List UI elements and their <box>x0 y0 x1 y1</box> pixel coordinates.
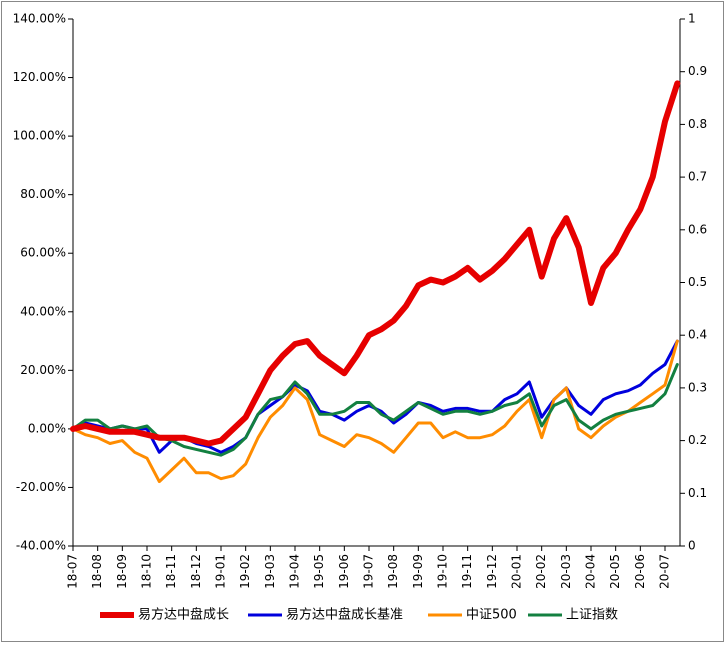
x-tick-label: 19-01 <box>214 554 228 589</box>
x-tick-label: 20-03 <box>559 554 573 589</box>
y2-tick-label: 0.8 <box>688 117 707 131</box>
y-tick-label: -20.00% <box>16 480 66 494</box>
y2-tick-label: 0.1 <box>688 486 707 500</box>
y2-tick-label: 0 <box>688 539 696 553</box>
x-tick-label: 19-07 <box>362 554 376 589</box>
x-tick-label: 20-06 <box>633 554 647 589</box>
y2-tick-label: 0.6 <box>688 222 707 236</box>
x-tick-label: 19-04 <box>288 554 302 589</box>
y2-tick-label: 0.5 <box>688 275 707 289</box>
x-tick-label: 19-09 <box>411 554 425 589</box>
series-line <box>71 363 679 457</box>
x-tick-label: 20-01 <box>510 554 524 589</box>
x-tick-label: 19-05 <box>312 554 326 589</box>
x-tick-label: 18-08 <box>90 554 104 589</box>
x-tick-label: 18-10 <box>140 554 154 589</box>
y-tick-label: 140.00% <box>13 12 66 26</box>
y-tick-label: 60.00% <box>20 246 66 260</box>
x-tick-label: 19-12 <box>485 554 499 589</box>
y2-tick-label: 0.9 <box>688 64 707 78</box>
x-tick-label: 19-06 <box>337 554 351 589</box>
series-line <box>71 339 679 484</box>
legend-label: 中证500 <box>466 608 517 623</box>
y2-tick-label: 0.4 <box>688 328 707 342</box>
y2-tick-label: 1 <box>688 12 696 26</box>
legend-label: 易方达中盘成长 <box>138 607 229 623</box>
x-tick-label: 18-07 <box>66 554 80 589</box>
y2-tick-label: 0.7 <box>688 170 707 184</box>
x-tick-label: 19-10 <box>436 554 450 589</box>
y2-tick-label: 0.2 <box>688 433 707 447</box>
legend-label: 易方达中盘成长基准 <box>286 607 403 623</box>
y-tick-label: 80.00% <box>20 187 66 201</box>
x-tick-label: 19-03 <box>263 554 277 589</box>
x-tick-label: 20-04 <box>584 554 598 589</box>
x-tick-label: 19-11 <box>460 554 474 589</box>
x-tick-label: 18-09 <box>115 554 129 589</box>
x-tick-label: 18-11 <box>164 554 178 589</box>
y-tick-label: -40.00% <box>16 539 66 553</box>
x-tick-label: 20-05 <box>608 554 622 589</box>
series-line <box>70 80 681 447</box>
y-tick-label: 0.00% <box>28 421 66 435</box>
y-tick-label: 120.00% <box>13 70 66 84</box>
x-tick-label: 19-02 <box>238 554 252 589</box>
y-tick-label: 100.00% <box>13 129 66 143</box>
y2-tick-label: 0.3 <box>688 380 707 394</box>
legend-label: 上证指数 <box>566 608 618 623</box>
x-tick-label: 20-07 <box>658 554 672 589</box>
x-tick-label: 18-12 <box>189 554 203 589</box>
y-tick-label: 20.00% <box>20 363 66 377</box>
x-tick-label: 20-02 <box>534 554 548 589</box>
x-tick-label: 19-08 <box>386 554 400 589</box>
y-tick-label: 40.00% <box>20 304 66 318</box>
